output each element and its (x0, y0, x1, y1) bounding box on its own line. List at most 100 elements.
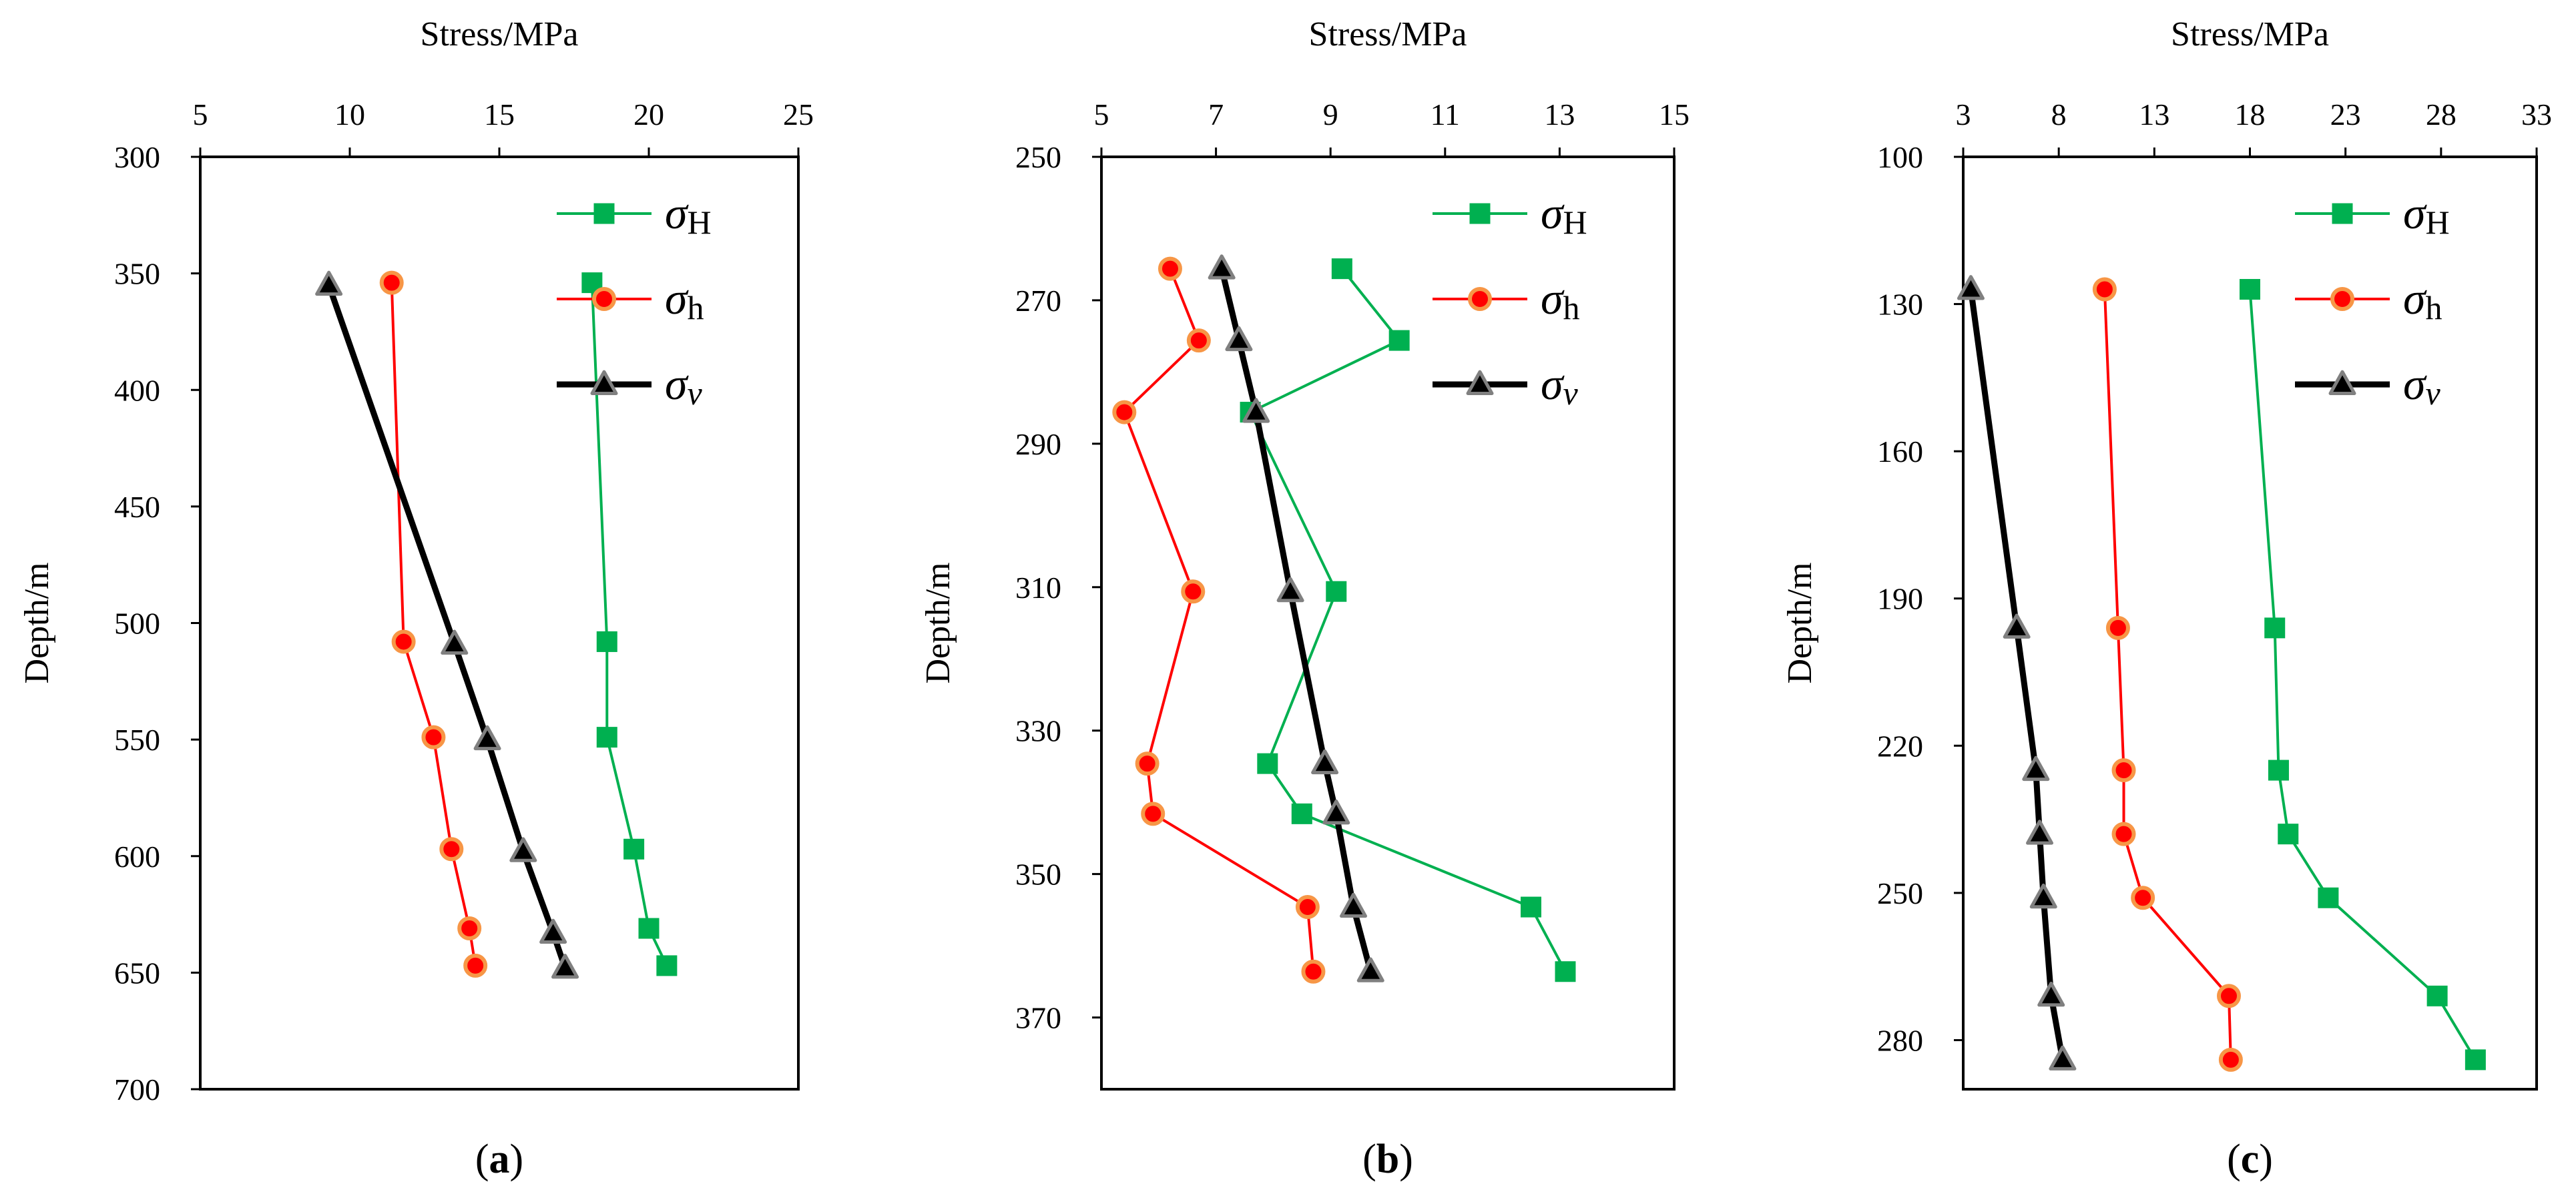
y-tick-label: 160 (1877, 434, 1923, 469)
data-point-sigma-v (473, 725, 501, 751)
x-tick-label: 15 (1659, 97, 1690, 131)
y-tick-label: 270 (1015, 284, 1061, 318)
data-point-sigma-h (421, 725, 446, 749)
data-point-sigma-h (1135, 752, 1160, 776)
data-point-sigma-v (2049, 1045, 2077, 1071)
legend-marker-sigma-v (1466, 370, 1494, 395)
data-point-sigma-H (1326, 581, 1347, 602)
data-point-sigma-v (2022, 756, 2050, 782)
x-tick-label: 9 (1323, 97, 1338, 131)
data-point-sigma-v (2029, 883, 2057, 909)
data-point-sigma-v (1225, 326, 1253, 352)
data-point-sigma-v (539, 918, 567, 944)
y-tick-label: 650 (114, 956, 160, 990)
plot-frame (199, 156, 800, 1091)
series-line-sigma-h (390, 282, 477, 966)
data-point-sigma-v (1340, 892, 1368, 918)
legend-marker-sigma-h (1468, 287, 1492, 311)
x-axis-title: Stress/MPa (1309, 15, 1467, 53)
y-tick-label: 450 (114, 490, 160, 524)
x-axis-title: Stress/MPa (421, 15, 579, 53)
y-tick-label: 250 (1015, 140, 1061, 174)
y-tick-label: 700 (114, 1073, 160, 1107)
data-point-sigma-h (1181, 579, 1206, 604)
legend-marker-sigma-H (2332, 203, 2353, 224)
x-tick-label: 5 (1094, 97, 1109, 131)
data-point-sigma-H (2268, 760, 2289, 781)
legend-label-sigma-H: σH (665, 188, 712, 241)
legend-label-sigma-v: σv (2403, 358, 2441, 412)
plot-frame (1100, 156, 1676, 1091)
data-point-sigma-h (1141, 802, 1166, 826)
chart-panel-c: 3 8 13 18 23 28 33 100 130 160 190 220 250 280 Stress/… (1781, 15, 2552, 1182)
data-point-sigma-h (2111, 758, 2136, 783)
x-tick-label: 13 (2139, 97, 2169, 131)
series-line-sigma-v (326, 284, 568, 969)
data-point-sigma-h (1301, 959, 1326, 984)
y-tick-label: 400 (114, 373, 160, 407)
series-line-sigma-v (1218, 268, 1374, 972)
data-point-sigma-H (596, 727, 617, 748)
legend-label-sigma-H: σH (2403, 188, 2450, 241)
data-point-sigma-H (1331, 258, 1352, 280)
data-point-sigma-H (638, 918, 660, 939)
data-point-sigma-v (2026, 820, 2054, 845)
x-tick-label: 18 (2235, 97, 2266, 131)
data-point-sigma-H (2240, 279, 2260, 300)
x-tick-label: 28 (2426, 97, 2457, 131)
panel-label: (c) (2227, 1137, 2273, 1182)
data-point-sigma-v (551, 953, 579, 979)
x-tick-label: 13 (1544, 97, 1575, 131)
y-tick-label: 250 (1877, 876, 1923, 910)
y-tick-label: 100 (1877, 140, 1923, 174)
data-point-sigma-v (1356, 957, 1384, 982)
series-line-sigma-h (2103, 289, 2232, 1060)
y-tick-label: 350 (114, 257, 160, 291)
x-tick-label: 10 (334, 97, 365, 131)
y-tick-label: 300 (114, 140, 160, 174)
data-point-sigma-v (1276, 577, 1304, 603)
data-point-sigma-v (509, 837, 537, 862)
data-point-sigma-v (1208, 254, 1236, 280)
data-point-sigma-h (2131, 886, 2155, 910)
legend-label-sigma-h: σh (1541, 273, 1580, 326)
y-tick-label: 600 (114, 840, 160, 874)
legend-label-sigma-H: σH (1541, 188, 1587, 241)
data-point-sigma-h (2105, 615, 2130, 640)
data-point-sigma-H (1257, 753, 1278, 774)
x-tick-label: 25 (783, 97, 814, 131)
data-point-sigma-v (441, 629, 469, 655)
y-tick-label: 310 (1015, 571, 1061, 605)
series-line-sigma-h (1123, 268, 1315, 972)
x-tick-label: 8 (2051, 97, 2067, 131)
data-point-sigma-h (2217, 984, 2242, 1008)
legend-label-sigma-h: σh (665, 273, 704, 326)
x-tick-label: 7 (1208, 97, 1224, 131)
legend-label-sigma-h: σh (2403, 273, 2442, 326)
data-point-sigma-v (315, 270, 343, 296)
data-point-sigma-H (1521, 896, 1541, 918)
y-tick-label: 190 (1877, 582, 1923, 616)
x-axis-title: Stress/MPa (2171, 15, 2329, 53)
series-line-sigma-H (2248, 289, 2477, 1061)
panel-label: (a) (475, 1137, 523, 1182)
data-point-sigma-h (1112, 400, 1137, 424)
legend-marker-sigma-h (2330, 287, 2354, 311)
y-tick-label: 550 (114, 723, 160, 757)
series-line-sigma-v (1967, 288, 2066, 1061)
y-axis-title: Depth/m (18, 563, 56, 684)
x-tick-label: 23 (2330, 97, 2361, 131)
data-point-sigma-h (439, 837, 464, 862)
series-line-sigma-H (1249, 268, 1567, 972)
data-point-sigma-v (2037, 981, 2065, 1007)
y-tick-label: 280 (1877, 1023, 1923, 1057)
x-tick-label: 20 (633, 97, 664, 131)
panel-label: (b) (1362, 1137, 1413, 1182)
legend-marker-sigma-v (590, 370, 618, 395)
data-point-sigma-h (1295, 895, 1320, 920)
legend-label-sigma-v: σv (665, 358, 703, 412)
legend-label-sigma-v: σv (1541, 358, 1579, 412)
data-point-sigma-h (457, 916, 482, 941)
data-point-sigma-H (2278, 824, 2299, 845)
